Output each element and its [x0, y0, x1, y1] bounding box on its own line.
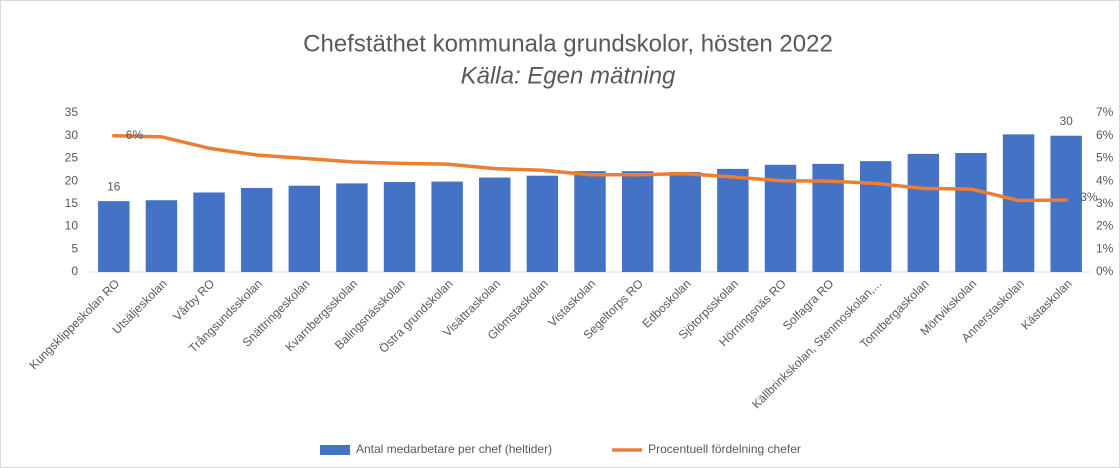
- bar: [98, 201, 130, 272]
- bar: [145, 200, 178, 272]
- bar: [431, 181, 463, 272]
- y2-tick-label: 0%: [1096, 264, 1114, 278]
- bar: [526, 175, 559, 272]
- y-tick-label: 35: [65, 105, 79, 119]
- y-tick-label: 15: [65, 196, 79, 210]
- y2-tick-label: 1%: [1096, 241, 1114, 255]
- bar: [193, 192, 225, 272]
- y2-tick-label: 7%: [1096, 105, 1114, 119]
- y-tick-label: 30: [65, 128, 79, 142]
- bar: [336, 183, 368, 272]
- y2-tick-label: 6%: [1096, 128, 1114, 142]
- bar: [669, 172, 701, 272]
- y-tick-label: 10: [65, 219, 79, 233]
- y2-tick-label: 5%: [1096, 151, 1114, 165]
- y2-tick-label: 2%: [1096, 219, 1114, 233]
- bar: [288, 185, 320, 272]
- bar: [907, 153, 940, 272]
- y2-tick-label: 4%: [1096, 173, 1114, 187]
- legend-swatch: [320, 445, 350, 455]
- legend-label: Procentuell fördelning chefer: [648, 442, 801, 456]
- data-label: 30: [1060, 114, 1074, 128]
- y-tick-label: 25: [65, 151, 79, 165]
- data-label: 16: [107, 179, 121, 193]
- bar: [717, 168, 749, 272]
- bar: [1050, 135, 1082, 272]
- y-tick-label: 20: [65, 173, 79, 187]
- bar: [479, 177, 511, 272]
- bar: [383, 182, 416, 272]
- bar: [1002, 134, 1035, 272]
- chart-title: Chefstäthet kommunala grundskolor, höste…: [303, 30, 833, 57]
- bar: [955, 152, 987, 272]
- y2-tick-label: 3%: [1096, 196, 1114, 210]
- bar: [574, 171, 606, 272]
- bar: [621, 171, 654, 272]
- data-label: 6%: [126, 128, 144, 142]
- chart-subtitle: Källa: Egen mätning: [461, 62, 676, 89]
- bar: [240, 187, 273, 272]
- line-series: [112, 133, 1068, 203]
- legend-label: Antal medarbetare per chef (heltider): [356, 442, 552, 456]
- bar: [860, 161, 892, 272]
- bar: [764, 164, 797, 272]
- y-tick-label: 5: [71, 241, 78, 255]
- data-label: 3%: [1080, 190, 1098, 204]
- y-tick-label: 0: [71, 264, 78, 278]
